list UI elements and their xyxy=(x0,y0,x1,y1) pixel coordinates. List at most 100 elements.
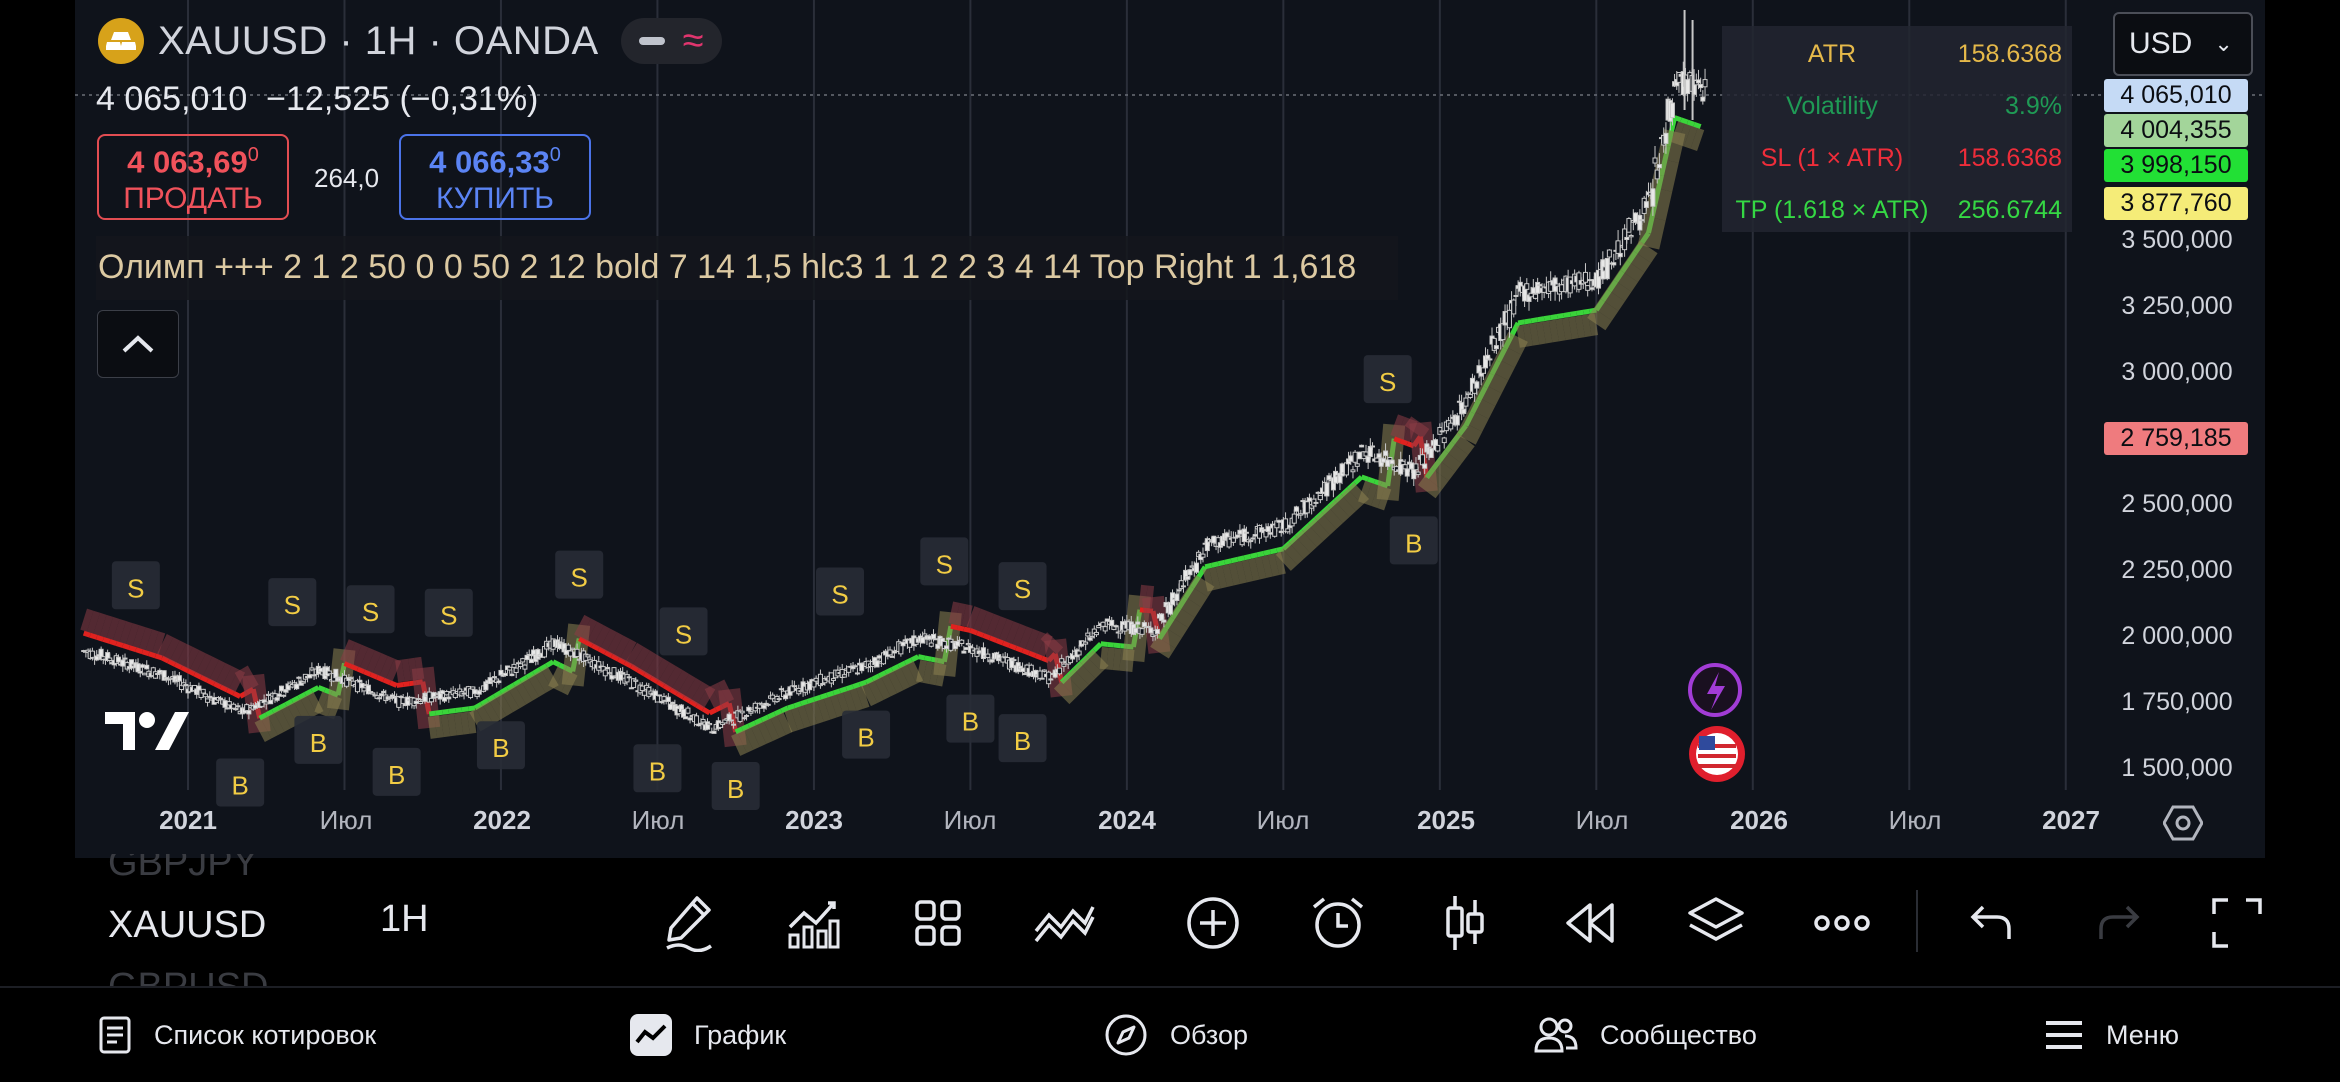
candle-body xyxy=(513,667,519,673)
symbol-header[interactable]: XAUUSD · 1H · OANDA ≈ xyxy=(98,18,722,64)
candle-body xyxy=(1285,528,1291,533)
trailing-stop-segment xyxy=(1517,319,1526,326)
trailing-stop-segment xyxy=(506,682,516,691)
add-icon[interactable] xyxy=(1182,892,1244,954)
candle-body xyxy=(1059,658,1065,663)
volatility-band-segment xyxy=(1358,480,1372,504)
trailing-stop-segment xyxy=(141,649,150,657)
minus-icon[interactable] xyxy=(638,37,665,45)
indicator-params-legend[interactable]: Олимп +++ 2 1 2 50 0 0 50 2 12 bold 7 14… xyxy=(96,236,1398,300)
buy-button[interactable]: 4 066,330 КУПИТЬ xyxy=(399,134,591,220)
drawing-tools-icon[interactable] xyxy=(1033,892,1095,954)
currency-select[interactable]: USD ⌄ xyxy=(2113,12,2253,76)
indicators-icon[interactable] xyxy=(782,892,844,954)
nav-chart[interactable]: График xyxy=(630,988,786,1082)
sell-price-pip: 0 xyxy=(247,144,259,167)
nav-watchlist[interactable]: Список котировок xyxy=(98,988,376,1082)
trailing-stop-segment xyxy=(180,665,190,674)
volatility-band-segment xyxy=(1568,316,1579,340)
undo-icon[interactable] xyxy=(1960,892,2022,954)
candle-body xyxy=(183,684,189,687)
alert-clock-icon[interactable] xyxy=(1307,892,1369,954)
trailing-stop-segment xyxy=(643,671,653,681)
volatility-band-segment xyxy=(1202,568,1215,592)
candle-body xyxy=(1696,79,1702,84)
more-icon[interactable] xyxy=(1811,892,1873,954)
layout-grid-icon[interactable] xyxy=(907,892,969,954)
nav-menu[interactable]: Меню xyxy=(2044,988,2179,1082)
volatility-band-segment xyxy=(1418,476,1443,499)
indicator-toggle-pill[interactable]: ≈ xyxy=(620,18,722,64)
volatility-band-segment xyxy=(215,662,232,686)
nav-community[interactable]: Сообщество xyxy=(1534,988,1757,1082)
stats-key: Volatility xyxy=(1786,92,1878,120)
trailing-stop-segment xyxy=(1680,117,1689,125)
volatility-band-segment xyxy=(1138,584,1148,608)
trailing-stop-segment xyxy=(917,654,926,661)
volatility-band-segment xyxy=(744,726,760,750)
candle-body xyxy=(528,658,534,664)
candle-body xyxy=(107,657,113,661)
volatility-band-segment xyxy=(228,669,246,693)
candle-body xyxy=(1409,462,1415,470)
volatility-band-segment xyxy=(508,685,527,709)
nav-overview[interactable]: Обзор xyxy=(1104,988,1248,1082)
symbol-prev[interactable]: GBPJPY xyxy=(108,842,258,884)
signal-label-bg xyxy=(111,561,160,610)
volatility-band-segment xyxy=(1588,313,1599,337)
replay-icon[interactable] xyxy=(1559,892,1621,954)
sell-button[interactable]: 4 063,690 ПРОДАТЬ xyxy=(97,134,289,220)
trailing-stop-segment xyxy=(708,707,718,716)
price-tag-last: 4 065,010 xyxy=(2104,79,2248,112)
sell-signal: S xyxy=(127,573,144,603)
trailing-stop-segment xyxy=(369,672,379,680)
collapse-legend-button[interactable] xyxy=(97,310,179,378)
candle-body xyxy=(472,689,478,695)
layers-icon[interactable] xyxy=(1685,892,1747,954)
volatility-band-segment xyxy=(1053,682,1076,705)
volatility-band-segment xyxy=(651,658,670,682)
volatility-band-segment xyxy=(453,712,464,736)
volatility-band-segment xyxy=(619,639,637,662)
axis-settings-icon[interactable] xyxy=(2162,805,2204,846)
volatility-band-segment xyxy=(125,623,140,647)
trailing-stop-segment xyxy=(904,657,913,666)
nav-menu-label: Меню xyxy=(2106,1019,2179,1050)
trailing-stop-segment xyxy=(382,677,392,686)
trailing-stop-segment xyxy=(864,676,874,685)
fullscreen-icon[interactable] xyxy=(2210,892,2264,954)
candle-body xyxy=(1365,456,1371,463)
candle-body xyxy=(263,701,269,705)
volatility-band-segment xyxy=(1012,623,1027,647)
volatility-band-segment xyxy=(1390,414,1405,438)
candle-body xyxy=(1685,79,1691,95)
pencil-icon[interactable] xyxy=(658,892,720,954)
candle-body xyxy=(1511,299,1517,315)
candle-type-icon[interactable] xyxy=(1434,892,1496,954)
wave-icon[interactable]: ≈ xyxy=(682,20,704,62)
volatility-band-segment xyxy=(1067,669,1089,692)
buy-signal: B xyxy=(1014,726,1031,756)
trailing-stop-segment xyxy=(826,690,835,698)
candle-body xyxy=(741,717,747,720)
trailing-stop-segment xyxy=(1196,565,1208,579)
lightning-icon[interactable] xyxy=(1688,663,1742,717)
volatility-band-segment xyxy=(1018,626,1034,650)
volatility-band-segment xyxy=(757,720,773,744)
candle-body xyxy=(176,675,182,682)
timeframe-button[interactable]: 1H xyxy=(380,898,429,940)
volatility-band-segment xyxy=(1025,628,1040,652)
candle-body xyxy=(1617,252,1623,258)
candle-body xyxy=(728,719,734,722)
trailing-stop-segment xyxy=(656,679,666,688)
symbol-current[interactable]: XAUUSD xyxy=(108,904,267,946)
candle-body xyxy=(526,654,532,657)
trailing-stop-segment xyxy=(773,708,783,717)
volatility-band-segment xyxy=(466,711,477,734)
candle-body xyxy=(1559,284,1565,293)
us-flag-icon[interactable] xyxy=(1689,726,1745,782)
y-axis-label: 2 500,000 xyxy=(2121,490,2233,518)
candle-body xyxy=(1537,284,1543,287)
chart-canvas[interactable]: S B S B S B S B S B S B S B S B S B S B xyxy=(75,0,2265,858)
x-axis-label: Июл xyxy=(1256,805,1310,835)
